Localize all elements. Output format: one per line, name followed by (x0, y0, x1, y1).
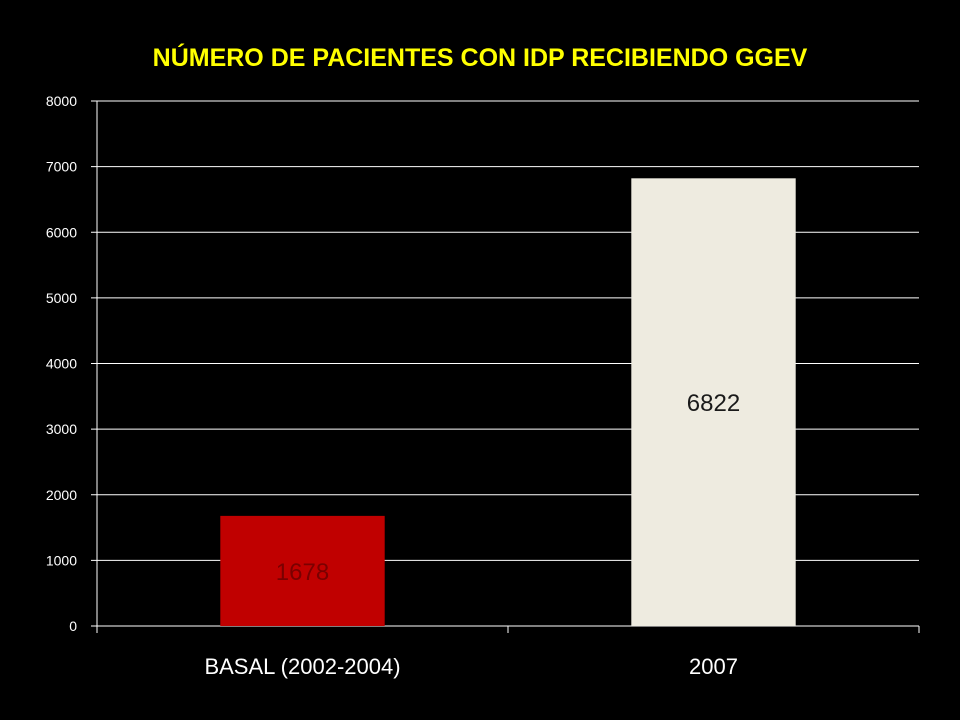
y-tick-label: 7000 (46, 159, 77, 175)
y-tick-label: 3000 (46, 421, 77, 437)
chart-title: NÚMERO DE PACIENTES CON IDP RECIBIENDO G… (152, 44, 808, 72)
y-tick-label: 1000 (46, 552, 77, 568)
y-tick-label: 6000 (46, 224, 77, 240)
data-label-2: 6822 (687, 390, 740, 417)
x-tick-label-2: 2007 (689, 654, 738, 679)
y-tick-label: 2000 (46, 487, 77, 503)
bar-1 (220, 515, 385, 626)
data-label-1: 1678 (276, 559, 329, 586)
bar-2 (631, 178, 796, 626)
y-tick-label: 0 (69, 618, 77, 634)
y-tick-label: 5000 (46, 290, 77, 306)
y-tick-label: 8000 (46, 93, 77, 109)
x-tick-label-1: BASAL (2002-2004) (204, 654, 400, 679)
y-tick-label: 4000 (46, 356, 77, 372)
